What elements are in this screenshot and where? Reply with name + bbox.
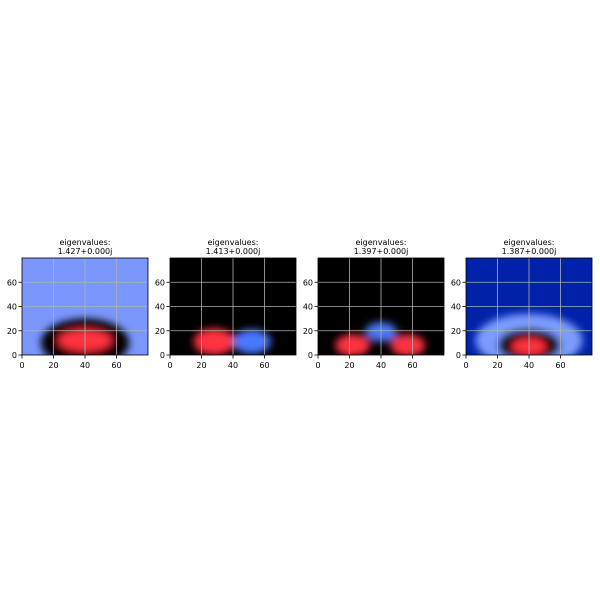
x-tick-label: 60: [407, 361, 417, 370]
x-tick-label: 20: [492, 361, 502, 370]
grid-lines: [170, 258, 296, 355]
x-tick-label: 60: [555, 361, 565, 370]
chart-title-eigenvalue: 1.413+0.000j: [206, 247, 261, 256]
chart-title-eigenvalue: 1.387+0.000j: [502, 247, 557, 256]
y-tick-label: 20: [451, 327, 461, 336]
x-tick-label: 60: [259, 361, 269, 370]
y-tick-label: 0: [456, 351, 461, 360]
x-tick-label: 40: [524, 361, 534, 370]
chart-title-eigenvalue: 1.397+0.000j: [354, 247, 409, 256]
x-tick-label: 40: [228, 361, 238, 370]
grid-lines: [22, 258, 148, 355]
heatmap-blob: [390, 334, 426, 355]
y-tick-label: 60: [451, 278, 461, 287]
x-tick-label: 0: [463, 361, 468, 370]
chart-title-line1: eigenvalues:: [356, 238, 407, 247]
y-tick-label: 0: [308, 351, 313, 360]
y-tick-label: 40: [303, 303, 313, 312]
chart-title-eigenvalue: 1.427+0.000j: [58, 247, 113, 256]
x-tick-label: 20: [196, 361, 206, 370]
x-tick-label: 40: [80, 361, 90, 370]
chart-title-line1: eigenvalues:: [504, 238, 555, 247]
x-tick-label: 0: [315, 361, 320, 370]
y-tick-label: 60: [155, 278, 165, 287]
x-tick-label: 0: [19, 361, 24, 370]
x-tick-label: 20: [48, 361, 58, 370]
y-tick-label: 40: [7, 303, 17, 312]
x-tick-label: 40: [376, 361, 386, 370]
heatmap-panel-3: 0 20 40 60 0 20 40 60 eigenvalues:1.397+0.000j: [303, 238, 445, 370]
heatmap-panel-1: 0 20 40 60 0 20 40 60 eigenvalues:1.427+0.000j: [7, 238, 149, 370]
chart-title-line1: eigenvalues:: [60, 238, 111, 247]
y-tick-label: 20: [155, 327, 165, 336]
y-tick-label: 20: [303, 327, 313, 336]
y-tick-label: 0: [160, 351, 165, 360]
heatmap-panel-4: 0 20 40 60 0 20 40 60 eigenvalues:1.387+0.000j: [451, 238, 593, 370]
y-tick-label: 40: [155, 303, 165, 312]
chart-title-line1: eigenvalues:: [208, 238, 259, 247]
x-tick-label: 60: [111, 361, 121, 370]
heatmap-blob: [193, 328, 235, 355]
y-tick-label: 60: [7, 278, 17, 287]
y-tick-label: 0: [12, 351, 17, 360]
y-tick-label: 60: [303, 278, 313, 287]
grid-lines: [466, 258, 592, 355]
grid-lines: [318, 258, 444, 355]
y-tick-label: 20: [7, 327, 17, 336]
y-tick-label: 40: [451, 303, 461, 312]
heatmap-blob: [233, 329, 271, 354]
heatmap-panel-2: 0 20 40 60 0 20 40 60 eigenvalues:1.413+0.000j: [155, 238, 297, 370]
x-tick-label: 20: [344, 361, 354, 370]
x-tick-label: 0: [167, 361, 172, 370]
heatmap-blob: [335, 334, 370, 355]
